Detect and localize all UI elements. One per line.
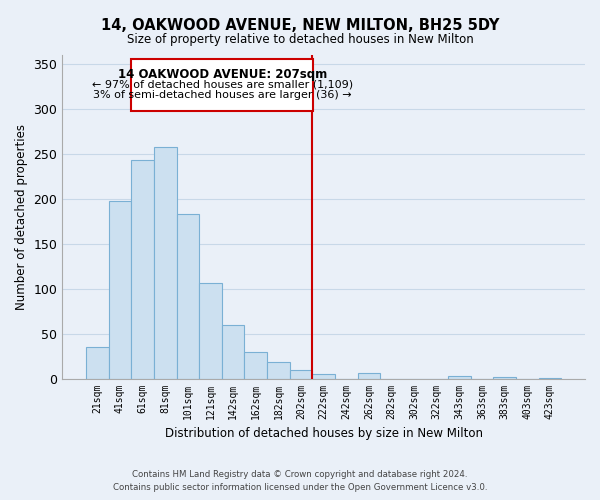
- X-axis label: Distribution of detached houses by size in New Milton: Distribution of detached houses by size …: [164, 427, 482, 440]
- Bar: [154, 146, 176, 378]
- Bar: [358, 373, 380, 378]
- Bar: [448, 376, 471, 378]
- Text: 14 OAKWOOD AVENUE: 207sqm: 14 OAKWOOD AVENUE: 207sqm: [118, 68, 327, 80]
- Bar: [86, 347, 109, 378]
- Bar: [176, 214, 199, 378]
- Bar: [493, 377, 516, 378]
- Bar: [244, 352, 267, 378]
- Bar: [199, 284, 222, 378]
- Text: Contains HM Land Registry data © Crown copyright and database right 2024.
Contai: Contains HM Land Registry data © Crown c…: [113, 470, 487, 492]
- Y-axis label: Number of detached properties: Number of detached properties: [15, 124, 28, 310]
- Bar: [313, 374, 335, 378]
- Bar: [131, 60, 313, 110]
- Bar: [131, 160, 154, 378]
- Bar: [109, 200, 131, 378]
- Text: 3% of semi-detached houses are larger (36) →: 3% of semi-detached houses are larger (3…: [93, 90, 352, 100]
- Bar: [222, 324, 244, 378]
- Bar: [290, 370, 313, 378]
- Text: Size of property relative to detached houses in New Milton: Size of property relative to detached ho…: [127, 32, 473, 46]
- Text: 14, OAKWOOD AVENUE, NEW MILTON, BH25 5DY: 14, OAKWOOD AVENUE, NEW MILTON, BH25 5DY: [101, 18, 499, 32]
- Text: ← 97% of detached houses are smaller (1,109): ← 97% of detached houses are smaller (1,…: [92, 80, 353, 90]
- Bar: [267, 362, 290, 378]
